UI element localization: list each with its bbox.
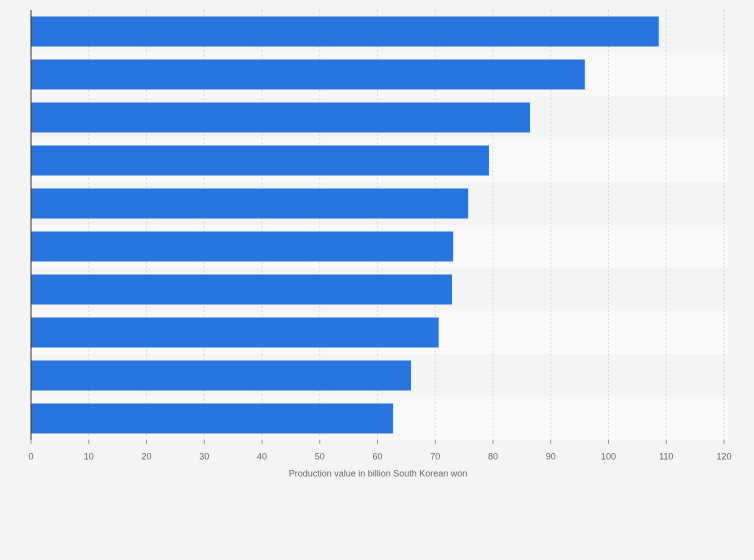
bar: [31, 231, 454, 262]
bar: [31, 317, 439, 348]
x-tick-label: 80: [488, 451, 498, 461]
x-tick-label: 10: [84, 451, 94, 461]
x-tick-label: 50: [315, 451, 325, 461]
x-tick-label: 100: [601, 451, 616, 461]
x-tick-label: 20: [141, 451, 151, 461]
x-tick-label: 0: [28, 451, 33, 461]
x-tick-label: 60: [372, 451, 382, 461]
x-tick-label: 110: [659, 451, 673, 461]
x-tick-label: 120: [716, 451, 731, 461]
x-tick-label: 90: [546, 451, 556, 461]
bar: [31, 102, 530, 133]
bar: [31, 360, 411, 391]
bar: [31, 16, 659, 47]
x-tick-label: 70: [430, 451, 440, 461]
bar: [31, 188, 469, 219]
bar: [31, 59, 585, 90]
x-tick-label: 30: [199, 451, 209, 461]
bar: [31, 274, 452, 305]
bar: [31, 145, 489, 176]
x-tick-label: 40: [257, 451, 267, 461]
bar: [31, 403, 394, 434]
x-axis-title: Production value in billion South Korean…: [289, 468, 468, 478]
